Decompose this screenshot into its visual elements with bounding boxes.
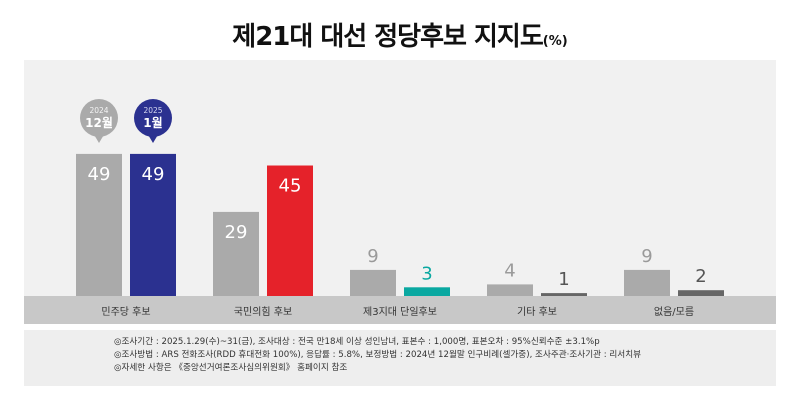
survey-notes: ◎조사기간 : 2025.1.29(수)~31(금), 조사대상 : 전국 만1… (24, 330, 776, 386)
bar-prev-2 (350, 269, 396, 296)
value-label-current: 45 (279, 176, 302, 197)
bar-prev-1 (213, 211, 259, 296)
value-label-prev: 29 (225, 222, 248, 243)
note-line-reference: ◎자세한 사항은 《중앙선거여론조사심의위원회》 홈페이지 참조 (114, 363, 348, 373)
bar-current-3 (541, 293, 587, 296)
value-label-current: 49 (142, 164, 165, 185)
value-label-prev: 49 (88, 164, 111, 185)
value-label-prev: 9 (367, 246, 378, 267)
note-line-method: ◎조사방법 : ARS 전화조사(RDD 휴대전화 100%), 응답률 : 5… (114, 350, 642, 360)
legend-badge-prev (80, 99, 118, 137)
category-label: 기타 후보 (517, 306, 557, 318)
legend-year: 2025 (143, 106, 162, 115)
value-label-current: 3 (421, 263, 432, 284)
note-line-period: ◎조사기간 : 2025.1.29(수)~31(금), 조사대상 : 전국 만1… (114, 337, 600, 347)
bar-prev-3 (487, 284, 533, 296)
chart-title-block: 제21대 대선 정당후보 지지도(%) (0, 16, 800, 53)
chart-panel: 49 49 민주당 후보 29 45 국민의힘 후보 9 3 제3지대 단일후보 4 1 기타 후보 9… (24, 60, 776, 324)
legend-badge-current (134, 99, 172, 137)
bar-current-2 (404, 287, 450, 296)
legend-month: 12월 (85, 115, 113, 130)
category-label: 없음/모름 (654, 305, 694, 318)
bar-current-0 (130, 153, 176, 296)
bar-chart: 49 49 민주당 후보 29 45 국민의힘 후보 9 3 제3지대 단일후보 4 1 기타 후보 9… (24, 99, 776, 324)
bar-current-4 (678, 290, 724, 296)
category-label: 국민의힘 후보 (234, 306, 292, 318)
value-label-current: 1 (558, 269, 569, 290)
category-label: 민주당 후보 (101, 306, 150, 318)
category-axis-band (24, 296, 776, 324)
bar-prev-4 (624, 269, 670, 296)
chart-title: 제21대 대선 정당후보 지지도 (232, 22, 543, 52)
value-label-prev: 9 (641, 246, 652, 267)
value-label-current: 2 (695, 266, 706, 287)
legend-year: 2024 (89, 106, 108, 115)
category-label: 제3지대 단일후보 (363, 306, 437, 318)
bar-prev-0 (76, 153, 122, 296)
chart-title-unit: (%) (542, 34, 568, 49)
bar-current-1 (267, 165, 313, 296)
value-label-prev: 4 (504, 260, 515, 281)
legend-month: 1월 (143, 115, 162, 130)
